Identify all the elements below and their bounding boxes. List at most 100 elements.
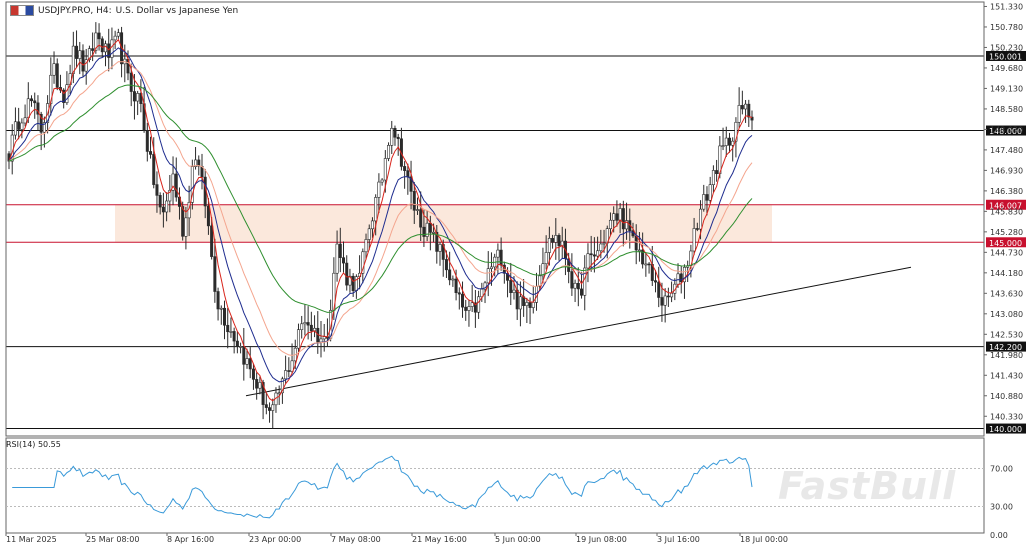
candle-158 [515,281,519,320]
candle-169 [551,234,555,249]
candle-body-132 [432,231,436,234]
candle-body-174 [567,258,571,272]
candle-11 [42,116,46,148]
candle-130 [425,210,429,242]
candle-body-118 [387,145,391,159]
candle-body-43 [145,130,149,152]
candle-96 [316,311,320,354]
candle-66 [219,305,223,325]
x-tick-label-4: 7 May 08:00 [331,535,381,544]
candle-body-222 [721,145,725,147]
candle-body-22 [78,50,82,59]
level-label-5: 140.000 [989,425,1022,434]
rsi-panel: 70.00 30.00 0.00 [6,455,1013,540]
x-tick-label-3: 23 Apr 00:00 [249,535,301,544]
candle-35 [120,26,124,78]
candle-137 [448,251,452,286]
candle-136 [444,250,448,278]
candle-body-210 [682,267,686,283]
candle-body-72 [239,346,243,348]
candle-body-8 [33,100,37,104]
candle-24 [84,48,88,85]
candle-163 [531,285,535,314]
candle-body-13 [49,74,53,104]
candle-body-15 [55,63,59,88]
candle-83 [274,387,278,413]
candle-2 [13,107,17,140]
candle-201 [654,269,658,293]
candle-122 [399,127,403,171]
candle-15 [55,58,59,91]
candle-body-102 [335,243,339,274]
candle-81 [268,402,272,423]
candle-45 [152,137,156,189]
candle-body-63 [210,225,214,257]
candle-body-20 [71,45,75,74]
rising-trendline [245,266,912,397]
candle-body-81 [268,407,272,411]
candle-105 [345,255,349,291]
candle-body-182 [592,254,596,257]
candle-body-130 [425,222,429,237]
candle-70 [232,327,236,354]
candle-body-107 [351,275,355,291]
candle-116 [380,178,384,186]
candle-125 [409,160,413,210]
candle-17 [62,88,66,109]
candle-161 [525,297,529,323]
fastbull-watermark: FastBull [778,464,957,508]
candle-body-33 [113,35,117,41]
candle-8 [33,92,37,119]
candle-body-70 [232,331,236,342]
candle-body-38 [129,72,133,92]
moving-averages [8,38,753,402]
ma-mid-line [8,47,753,383]
y-tick-label-11: 145.280 [990,228,1023,237]
candle-body-4 [20,122,24,130]
ma-salmon-line [8,61,753,356]
candle-body-14 [52,63,56,76]
y-tick-label-2: 150.230 [990,43,1023,52]
candle-225 [731,137,735,162]
y-tick-label-17: 141.980 [990,351,1023,360]
candle-body-91 [300,323,304,331]
y-tick-label-8: 146.930 [990,166,1023,175]
candle-body-82 [271,404,275,411]
candle-92 [303,304,307,336]
candle-body-25 [87,48,91,60]
candle-44 [149,136,153,159]
candle-body-143 [467,306,471,311]
candle-body-45 [152,154,156,185]
candle-218 [708,176,712,204]
candle-body-196 [637,249,641,252]
candle-177 [576,267,580,307]
candle-body-87 [287,370,291,372]
candle-133 [435,224,439,264]
candle-108 [354,274,358,299]
candle-body-139 [454,278,458,294]
candle-183 [596,236,600,260]
candle-128 [419,191,423,242]
candle-body-215 [699,208,703,230]
candle-body-176 [573,282,577,289]
candle-64 [213,238,217,303]
candle-body-152 [496,249,500,258]
candle-55 [184,206,188,250]
candle-112 [367,224,371,251]
candle-body-69 [229,331,233,333]
candle-body-129 [422,226,426,237]
y-tick-label-1: 150.780 [990,23,1023,32]
candle-body-206 [670,292,674,298]
y-tick-label-0: 151.330 [990,2,1023,11]
candle-body-213 [692,228,696,252]
candle-113 [370,217,374,238]
candle-body-175 [570,271,574,289]
candle-78 [258,376,262,395]
candle-body-190 [618,208,622,221]
candle-body-103 [338,243,342,258]
candle-150 [489,252,493,286]
candle-223 [724,126,728,157]
candle-4 [20,118,24,139]
y-tick-label-10: 145.830 [990,207,1023,216]
